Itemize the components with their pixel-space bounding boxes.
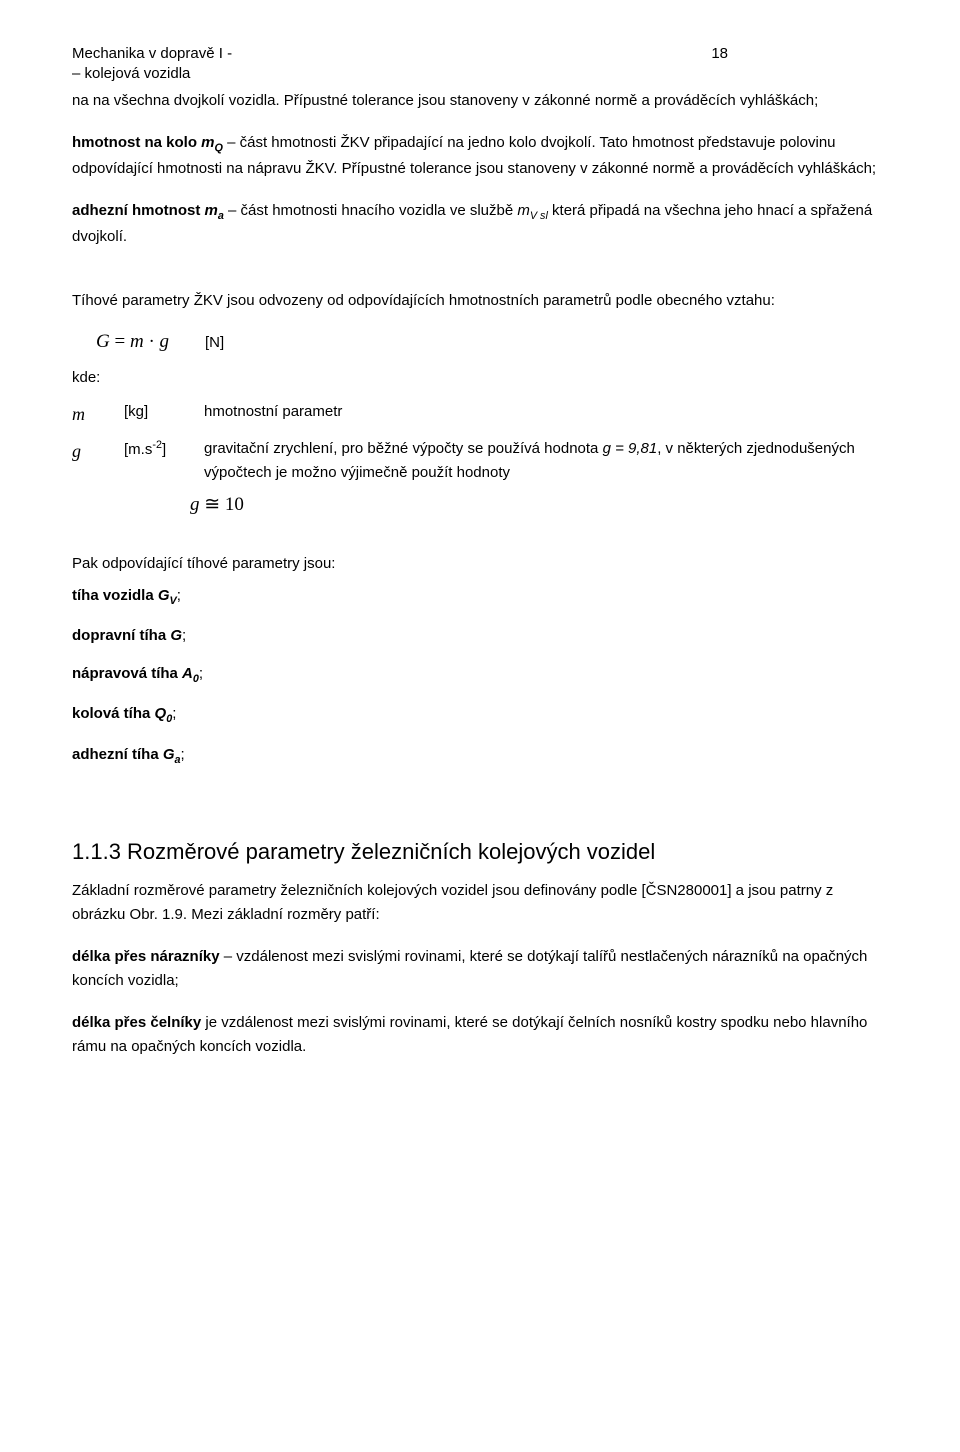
sym-mvsl-m: m: [517, 202, 530, 219]
sym-ma-m: m: [205, 202, 218, 219]
page: Mechanika v dopravě I - – kolejová vozid…: [0, 0, 960, 1137]
eq-equals: =: [110, 331, 130, 352]
end-1: ;: [177, 587, 181, 604]
page-header: Mechanika v dopravě I - – kolejová vozid…: [72, 44, 888, 85]
paragraph-hmotnost-kolo: hmotnost na kolo mQ – část hmotnosti ŽKV…: [72, 131, 888, 181]
def-g-unit-a: [m.s: [124, 441, 152, 458]
lbl-dopravni: dopravní tíha: [72, 627, 170, 644]
item-tiha-vozidla: tíha vozidla GV;: [72, 584, 888, 610]
sym-g: G: [170, 627, 182, 644]
paragraph-intro: na na všechna dvojkolí vozidla. Přípustn…: [72, 89, 888, 113]
def-g-desc-a: gravitační zrychlení, pro běžné výpočty …: [204, 440, 603, 457]
lbl-adhezni-tiha: adhezní tíha: [72, 746, 163, 763]
def-m-sym: m: [72, 396, 124, 433]
paragraph-pak: Pak odpovídající tíhové parametry jsou:: [72, 552, 888, 576]
sym-gv: G: [158, 587, 170, 604]
spacer: [72, 783, 888, 805]
sym-gv-sub: V: [170, 595, 177, 607]
sym-mq-sub: Q: [215, 142, 223, 154]
lbl-napravova: nápravová tíha: [72, 665, 182, 682]
eq-dot: ·: [144, 331, 160, 352]
def-m-unit: [kg]: [124, 396, 204, 433]
paragraph-delka-celniky: délka přes čelníky je vzdálenost mezi sv…: [72, 1011, 888, 1059]
def-row-m: m [kg] hmotnostní parametr: [72, 396, 888, 433]
term-delka-celniky: délka přes čelníky: [72, 1014, 201, 1031]
header-title-line1: Mechanika v dopravě I -: [72, 45, 232, 62]
sym-mq-m: m: [201, 134, 214, 151]
end-2: ;: [182, 627, 186, 644]
eq-math: G = m · g: [96, 331, 169, 353]
paragraph-rozmery-intro: Základní rozměrové parametry železničníc…: [72, 879, 888, 927]
text-ma-mid: – část hmotnosti hnacího vozidla ve služ…: [224, 202, 518, 219]
paragraph-adhezni-hmotnost: adhezní hmotnost ma – část hmotnosti hna…: [72, 199, 888, 249]
g10-approx: ≅ 10: [200, 494, 244, 515]
spacer: [72, 516, 888, 552]
sym-ga: G: [163, 746, 175, 763]
def-g-unit: [m.s-2]: [124, 433, 204, 489]
def-g-unit-b: ]: [162, 441, 166, 458]
sym-mvsl-sub: V sl: [530, 210, 548, 222]
def-row-g: g [m.s-2] gravitační zrychlení, pro běžn…: [72, 433, 888, 489]
def-g-sym: g: [72, 433, 124, 489]
equation-g-mg: G = m · g [N]: [96, 331, 888, 353]
end-5: ;: [181, 746, 185, 763]
sym-q0: Q: [155, 705, 167, 722]
end-3: ;: [199, 665, 203, 682]
eq-G: G: [96, 331, 110, 352]
lbl-tiha-vozidla: tíha vozidla: [72, 587, 158, 604]
eq-unit: [N]: [205, 334, 224, 351]
page-number: 18: [711, 44, 888, 85]
heading-1-1-3: 1.1.3 Rozměrové parametry železničních k…: [72, 839, 888, 865]
item-napravova-tiha: nápravová tíha A0;: [72, 662, 888, 688]
eq-m: m: [130, 331, 144, 352]
def-m-desc: hmotnostní parametr: [204, 396, 888, 433]
spacer: [72, 267, 888, 289]
end-4: ;: [172, 705, 176, 722]
item-kolova-tiha: kolová tíha Q0;: [72, 702, 888, 728]
header-title: Mechanika v dopravě I - – kolejová vozid…: [72, 44, 232, 85]
equation-g-approx-10: g ≅ 10: [190, 493, 888, 516]
def-g-unit-sup: -2: [152, 439, 162, 451]
def-g-val: g = 9,81: [603, 440, 658, 457]
g10-g: g: [190, 494, 200, 515]
def-g-desc: gravitační zrychlení, pro běžné výpočty …: [204, 433, 888, 489]
term-delka-narazniky: délka přes nárazníky: [72, 948, 220, 965]
term-hmotnost-kolo: hmotnost na kolo: [72, 134, 201, 151]
paragraph-delka-narazniky: délka přes nárazníky – vzdálenost mezi s…: [72, 945, 888, 993]
lbl-kolova: kolová tíha: [72, 705, 155, 722]
paragraph-tihove: Tíhové parametry ŽKV jsou odvozeny od od…: [72, 289, 888, 313]
item-dopravni-tiha: dopravní tíha G;: [72, 624, 888, 648]
header-title-line2: – kolejová vozidla: [72, 65, 190, 82]
sym-a0: A: [182, 665, 193, 682]
weight-params-list: tíha vozidla GV; dopravní tíha G; náprav…: [72, 584, 888, 769]
eq-g: g: [160, 331, 170, 352]
label-kde: kde:: [72, 369, 888, 386]
definitions-table: m [kg] hmotnostní parametr g [m.s-2] gra…: [72, 396, 888, 489]
item-adhezni-tiha: adhezní tíha Ga;: [72, 743, 888, 769]
term-adhezni: adhezní hmotnost: [72, 202, 205, 219]
